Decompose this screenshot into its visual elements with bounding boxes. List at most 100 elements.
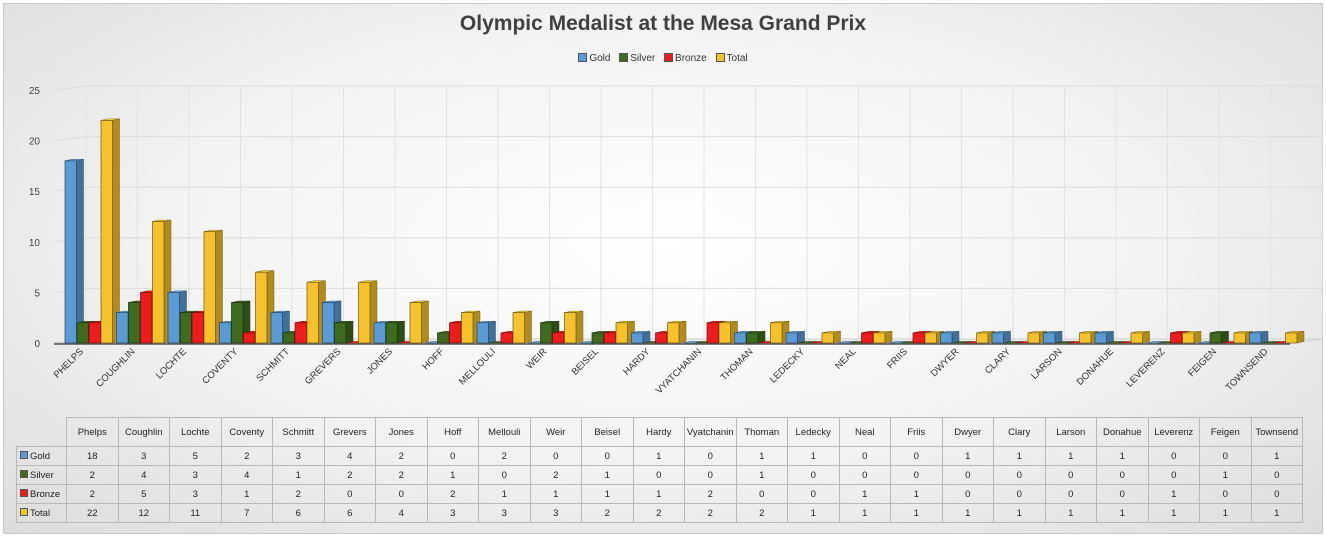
table-cell: 0 xyxy=(684,446,737,466)
bar-front xyxy=(718,322,731,344)
table-column-header: Schmitt xyxy=(272,417,325,447)
table-row-header: Total xyxy=(16,503,67,523)
table-cell: 11 xyxy=(169,503,222,523)
legend-label: Silver xyxy=(630,53,656,64)
bar-front xyxy=(912,332,925,344)
table-cell: 1 xyxy=(890,503,943,523)
bar-total-ledecky xyxy=(821,331,841,344)
bar-side xyxy=(524,310,532,344)
bar-front xyxy=(1130,332,1143,344)
legend-label: Gold xyxy=(589,53,611,64)
bars xyxy=(64,118,1305,344)
bar-total-weir xyxy=(564,310,584,344)
bar-side xyxy=(1260,331,1269,344)
legend-item-gold: Gold xyxy=(578,53,610,64)
bar-front xyxy=(940,332,953,344)
bar-side xyxy=(757,331,766,344)
table-cell: 2 xyxy=(684,503,737,523)
x-tick-label: GREVERS xyxy=(303,346,344,387)
bar-front xyxy=(334,322,347,344)
table-cell: 0 xyxy=(838,465,891,485)
bar-side xyxy=(1106,331,1114,344)
bar-side xyxy=(575,310,584,344)
x-tick-label: FRIIS xyxy=(885,346,910,371)
bar-front xyxy=(746,332,759,344)
table-cell: 3 xyxy=(478,503,531,523)
table-cell: 3 xyxy=(169,484,222,504)
row-label: Gold xyxy=(30,450,51,462)
table-cell: 4 xyxy=(375,503,428,523)
grid-line-side xyxy=(53,85,87,91)
bar-gold-donahue xyxy=(1094,331,1114,344)
table-cell: 1 xyxy=(838,503,891,523)
y-tick-label: 20 xyxy=(29,137,41,148)
table-cell: 18 xyxy=(66,446,119,466)
bar-front xyxy=(821,332,834,344)
table-cell: 1 xyxy=(478,484,531,504)
bar-front xyxy=(437,332,450,344)
x-tick-label: FEIGEN xyxy=(1186,346,1219,379)
table-cell: 0 xyxy=(890,465,943,485)
x-tick-label: SCHMITT xyxy=(254,346,292,384)
bar-total-mellouli xyxy=(512,310,532,344)
table-cell: 0 xyxy=(323,484,376,504)
table-cell: 2 xyxy=(220,446,273,466)
table-cell: 1 xyxy=(1250,503,1303,523)
bar-front xyxy=(116,312,129,344)
x-tick-label: MELLOULI xyxy=(457,346,498,387)
bar-front xyxy=(294,322,307,344)
bar-front xyxy=(152,221,165,344)
x-tick-label: LEVERENZ xyxy=(1124,346,1167,389)
x-tick-label: CLARY xyxy=(983,346,1014,377)
bar-side xyxy=(678,320,687,344)
table-cell: 22 xyxy=(66,503,119,523)
bar-front xyxy=(461,312,474,344)
table-column-header: Thoman xyxy=(735,417,788,447)
table-cell: 2 xyxy=(735,503,788,523)
bar-front xyxy=(140,292,153,344)
table-cell: 1 xyxy=(1147,503,1200,523)
table-cell: 2 xyxy=(529,465,582,485)
bar-front xyxy=(631,332,644,344)
y-tick-label: 5 xyxy=(34,288,40,299)
table-cell: 3 xyxy=(529,503,582,523)
bar-front xyxy=(191,312,204,344)
table-cell: 1 xyxy=(890,484,943,504)
table-cell: 1 xyxy=(581,465,634,485)
table-cell: 3 xyxy=(426,503,479,523)
bar-side xyxy=(76,159,84,344)
bar-front xyxy=(64,160,77,344)
table-cell: 1 xyxy=(1147,484,1200,504)
table-cell: 3 xyxy=(169,465,222,485)
table-cell: 1 xyxy=(1044,446,1097,466)
table-column-header: Feigen xyxy=(1199,417,1252,447)
table-row: Gold 18 3 5 2 3 4 2 0 2 0 0 1 0 1 1 0 0 1 1 1 1 0 0 1 xyxy=(16,446,1303,466)
table-cell: 0 xyxy=(1096,465,1149,485)
table-column-header: Donahue xyxy=(1096,417,1149,447)
table-column-header: Coughlin xyxy=(117,417,170,447)
table-cell: 2 xyxy=(581,503,634,523)
table-cell: 1 xyxy=(735,465,788,485)
bar-gold-ledecky xyxy=(785,331,805,344)
row-swatch xyxy=(20,450,28,459)
x-tick-label: LEDECKY xyxy=(768,346,808,386)
bar-total-townsend xyxy=(1285,331,1305,344)
table-cell: 2 xyxy=(66,465,119,485)
table-column-header: Hardy xyxy=(632,417,685,447)
x-tick-label: NEAL xyxy=(833,346,858,371)
row-label: Total xyxy=(30,507,51,519)
bar-front xyxy=(282,332,295,344)
y-axis: 0 5 10 15 20 25 xyxy=(29,86,41,350)
bar-front xyxy=(385,322,398,344)
table-cell: 0 xyxy=(1250,465,1303,485)
bar-total-hardy xyxy=(667,320,687,344)
table-cell: 1 xyxy=(529,484,582,504)
table-cell: 0 xyxy=(1044,465,1097,485)
bar-total-leverenz xyxy=(1182,331,1202,344)
table-row-header: Silver xyxy=(16,465,67,485)
legend-swatch-silver xyxy=(619,53,629,62)
x-tick-label: HOFF xyxy=(420,346,446,372)
table-cell: 0 xyxy=(684,465,737,485)
table-cell: 4 xyxy=(117,465,170,485)
bar-total-lochte xyxy=(203,229,223,344)
